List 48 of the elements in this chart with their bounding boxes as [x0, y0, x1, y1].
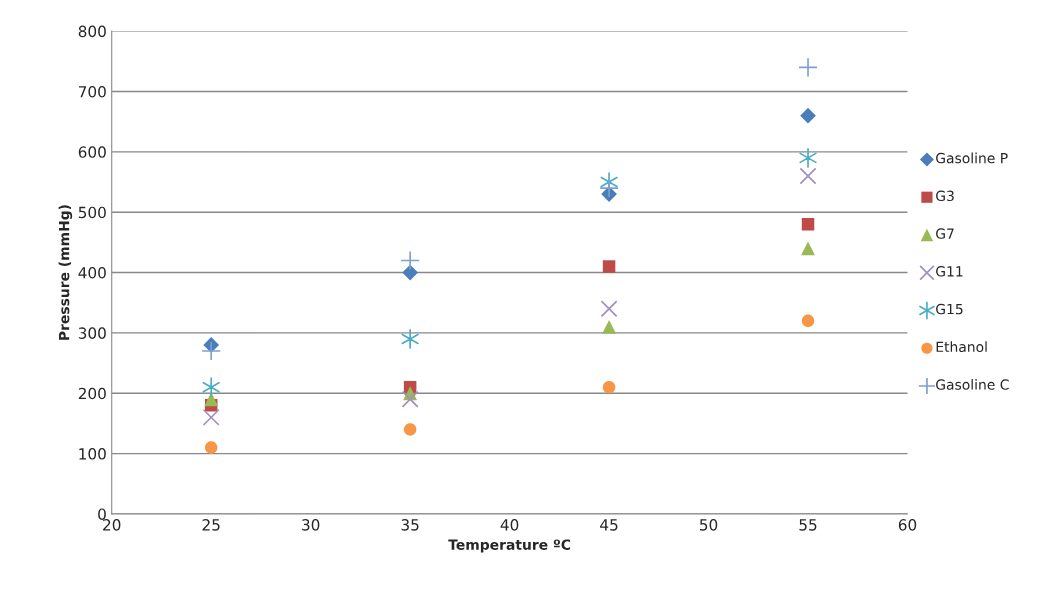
- point: [600, 300, 618, 318]
- point: [402, 264, 418, 281]
- point: [403, 423, 417, 436]
- point: [800, 107, 816, 124]
- legend-label: Gasoline P: [936, 152, 1008, 164]
- point: [401, 329, 419, 349]
- point: [202, 377, 220, 398]
- point: [602, 380, 616, 394]
- point: [801, 218, 815, 231]
- point: [201, 341, 222, 361]
- x-tick-label: 45: [600, 519, 618, 531]
- x-tick-label: 40: [500, 519, 519, 531]
- y-tick-label: 300: [78, 327, 106, 339]
- x-axis-title: Temperature ºC: [448, 539, 571, 553]
- x-tick-label: 30: [302, 519, 320, 531]
- point: [602, 319, 617, 334]
- point: [400, 250, 421, 271]
- y-tick-label: 400: [78, 267, 106, 279]
- point: [801, 241, 815, 256]
- x-tick-label: 60: [898, 519, 917, 531]
- x-tick-label: 55: [799, 519, 817, 531]
- legend-label: G7: [936, 228, 954, 239]
- x-tick-label: 35: [401, 519, 419, 531]
- point: [401, 390, 419, 408]
- y-tick-label: 100: [79, 448, 106, 460]
- legend-label: G3: [936, 190, 954, 202]
- legend-label: G11: [936, 266, 963, 277]
- y-tick-label: 600: [78, 146, 106, 158]
- point: [602, 260, 616, 273]
- point: [801, 314, 815, 328]
- legend-label: Ethanol: [936, 341, 987, 353]
- legend-label: G15: [936, 303, 963, 315]
- point: [798, 57, 818, 78]
- point: [799, 148, 817, 168]
- legend-label: Gasoline C: [936, 379, 1009, 390]
- y-axis-title: Pressure (mmHg): [58, 205, 73, 340]
- point: [204, 441, 218, 454]
- y-tick-label: 500: [78, 206, 106, 219]
- point: [799, 167, 817, 185]
- point: [599, 178, 619, 198]
- y-tick-label: 800: [78, 25, 106, 38]
- point: [202, 408, 220, 426]
- y-tick-label: 0: [98, 508, 106, 520]
- y-tick-label: 200: [78, 387, 106, 400]
- x-tick-label: 50: [700, 519, 718, 531]
- x-tick-label: 20: [103, 519, 121, 531]
- x-tick-label: 25: [202, 519, 220, 531]
- y-tick-label: 700: [78, 85, 106, 98]
